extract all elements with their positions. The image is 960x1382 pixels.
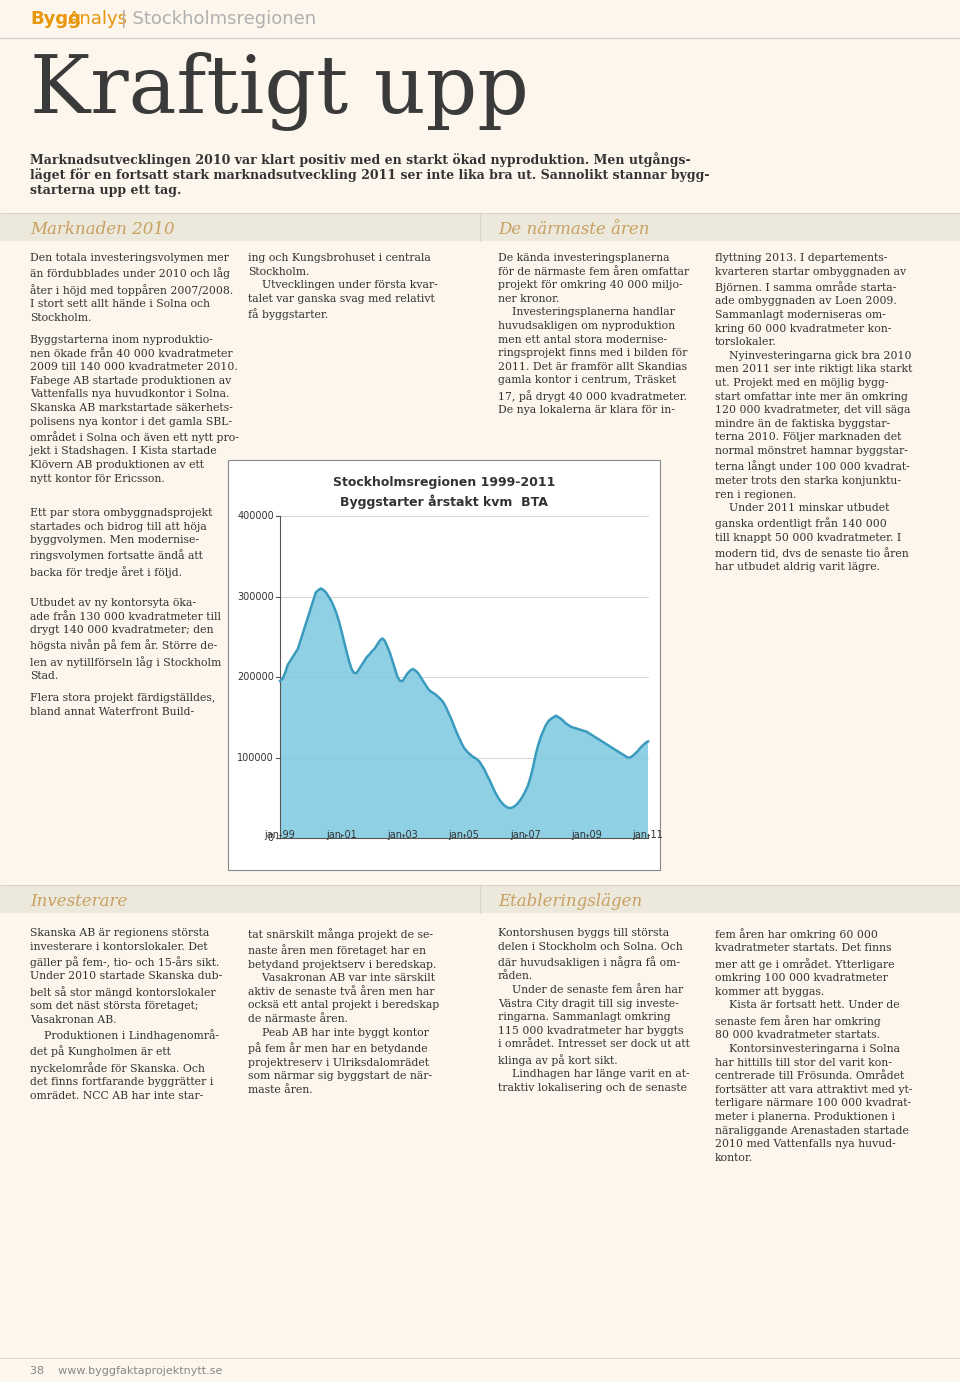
Text: Bygg: Bygg <box>30 10 81 28</box>
Text: De närmaste åren: De närmaste åren <box>498 221 650 238</box>
Text: Flera stora projekt färdigställdes,
bland annat Waterfront Build-: Flera stora projekt färdigställdes, blan… <box>30 692 215 717</box>
Text: 100000: 100000 <box>237 753 274 763</box>
Text: jan-11: jan-11 <box>633 831 663 840</box>
Text: 200000: 200000 <box>237 672 274 681</box>
Text: Marknadsutvecklingen 2010 var klart positiv med en starkt ökad nyproduktion. Men: Marknadsutvecklingen 2010 var klart posi… <box>30 152 690 167</box>
Text: Den totala investeringsvolymen mer
än fördubblades under 2010 och låg
åter i höj: Den totala investeringsvolymen mer än fö… <box>30 253 233 323</box>
Text: 0: 0 <box>268 833 274 843</box>
Text: jan-07: jan-07 <box>510 831 540 840</box>
Text: De kända investeringsplanerna
för de närmaste fem åren omfattar
projekt för omkr: De kända investeringsplanerna för de när… <box>498 253 689 415</box>
Text: Investerare: Investerare <box>30 893 128 909</box>
Text: jan-01: jan-01 <box>326 831 357 840</box>
Text: ing och Kungsbrohuset i centrala
Stockholm.
    Utvecklingen under första kvar-
: ing och Kungsbrohuset i centrala Stockho… <box>248 253 438 321</box>
Text: jan-03: jan-03 <box>387 831 418 840</box>
Text: jan-09: jan-09 <box>571 831 602 840</box>
Text: jan-05: jan-05 <box>448 831 479 840</box>
Text: Stockholmsregionen 1999-2011: Stockholmsregionen 1999-2011 <box>333 475 555 489</box>
Text: fem åren har omkring 60 000
kvadratmeter startats. Det finns
mer att ge i område: fem åren har omkring 60 000 kvadratmeter… <box>715 927 912 1162</box>
Text: Kraftigt upp: Kraftigt upp <box>30 53 529 131</box>
Polygon shape <box>280 589 648 837</box>
Text: flyttning 2013. I departements-
kvarteren startar ombyggnaden av
Björnen. I samm: flyttning 2013. I departements- kvartere… <box>715 253 912 572</box>
Text: 400000: 400000 <box>237 511 274 521</box>
Bar <box>0 884 480 914</box>
Text: läget för en fortsatt stark marknadsutveckling 2011 ser inte lika bra ut. Sannol: läget för en fortsatt stark marknadsutve… <box>30 169 709 182</box>
Text: tat snärskilt många projekt de se-
naste åren men företaget har en
betydand proj: tat snärskilt många projekt de se- naste… <box>248 927 440 1095</box>
Text: Kontorshusen byggs till största
delen i Stockholm och Solna. Och
där huvudsaklig: Kontorshusen byggs till största delen i … <box>498 927 690 1093</box>
Text: Skanska AB är regionens största
investerare i kontorslokaler. Det
gäller på fem-: Skanska AB är regionens största invester… <box>30 927 223 1101</box>
Bar <box>480 213 960 240</box>
Text: Marknaden 2010: Marknaden 2010 <box>30 221 175 238</box>
Text: jan-99: jan-99 <box>265 831 296 840</box>
Bar <box>0 213 480 240</box>
Text: Etableringslägen: Etableringslägen <box>498 893 642 909</box>
Text: Utbudet av ny kontorsyta öka-
ade från 130 000 kvadratmeter till
drygt 140 000 k: Utbudet av ny kontorsyta öka- ade från 1… <box>30 598 221 681</box>
Text: Byggstarterna inom nyproduktio-
nen ökade från 40 000 kvadratmeter
2009 till 140: Byggstarterna inom nyproduktio- nen ökad… <box>30 334 239 484</box>
Bar <box>480 884 960 914</box>
Text: starterna upp ett tag.: starterna upp ett tag. <box>30 184 181 198</box>
Text: 300000: 300000 <box>237 591 274 601</box>
Text: Byggstarter årstakt kvm  BTA: Byggstarter årstakt kvm BTA <box>340 493 548 509</box>
Text: 38    www.byggfaktaprojektnytt.se: 38 www.byggfaktaprojektnytt.se <box>30 1365 223 1376</box>
Bar <box>228 460 660 871</box>
Text: Analys: Analys <box>68 10 128 28</box>
Text: | Stockholmsregionen: | Stockholmsregionen <box>115 10 316 28</box>
Text: Ett par stora ombyggnadsprojekt
startades och bidrog till att höja
byggvolymen. : Ett par stora ombyggnadsprojekt startade… <box>30 509 212 578</box>
